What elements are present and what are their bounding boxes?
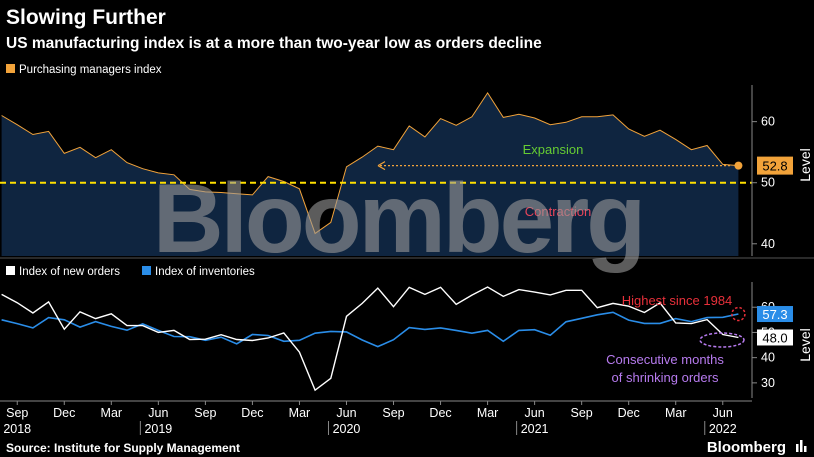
pmi-last-value-badge: [757, 156, 793, 175]
legend-pmi-swatch: [6, 64, 15, 73]
chart-subtitle: US manufacturing index is at a more than…: [6, 35, 542, 52]
legend-new-orders-swatch: [6, 266, 15, 275]
pmi-guide-arrowhead: [377, 161, 386, 171]
x-tick-label: Dec: [429, 406, 451, 420]
orders-y-axis-label: Level: [797, 328, 813, 361]
bloomberg-bars-icon: [796, 440, 807, 452]
x-year-label: 2022: [709, 422, 737, 436]
x-tick-label: Sep: [6, 406, 28, 420]
x-year-label: 2021: [521, 422, 549, 436]
new-orders-last-value-text: 48.0: [762, 330, 787, 345]
legend-new-orders-label: Index of new orders: [19, 266, 120, 278]
x-tick-label: Mar: [665, 406, 687, 420]
legend-inventories-swatch: [142, 266, 151, 275]
x-tick-label: Jun: [336, 406, 356, 420]
pmi-y-tick-label: 40: [761, 237, 775, 251]
pmi-area-fill: [1, 92, 739, 257]
x-year-label: 2018: [3, 422, 31, 436]
orders-y-axis: 3040506057.348.0: [751, 282, 793, 398]
source-note: Source: Institute for Supply Management: [6, 441, 240, 455]
x-axis: Sep 2018 Dec Mar Jun 2019 Sep Dec Mar Jun 2020 Sep D…: [0, 400, 752, 436]
pmi-last-value-text: 52.8: [762, 159, 787, 174]
inventories-last-value-badge: [757, 306, 793, 323]
orders-annotations: Highest since 1984 Consecutive months of s…: [606, 293, 746, 385]
orders-inventories-lines: [1, 286, 739, 392]
x-year-label: 2020: [333, 422, 361, 436]
x-tick-label: Mar: [477, 406, 499, 420]
x-tick-label: Dec: [618, 406, 640, 420]
pmi-y-tick-label: 50: [761, 176, 775, 190]
shrinking-orders-ellipse: [699, 332, 745, 348]
pmi-y-axis: 40 50 60 52.8: [751, 85, 793, 256]
x-tick-label: Jun: [148, 406, 168, 420]
orders-y-tick-label: 30: [761, 376, 775, 390]
orders-y-tick-label: 40: [761, 351, 775, 365]
shrinking-orders-label: of shrinking orders: [612, 370, 719, 385]
new-orders-last-value-badge: [757, 329, 793, 346]
x-tick-label: Jun: [713, 406, 733, 420]
x-tick-label: Jun: [525, 406, 545, 420]
contraction-label: Contraction: [525, 204, 591, 219]
bloomberg-brand: Bloomberg: [707, 439, 786, 456]
highest-since-1984-label: Highest since 1984: [622, 293, 733, 308]
x-tick-label: Sep: [194, 406, 216, 420]
new-orders-line: [1, 286, 739, 392]
expansion-label: Expansion: [523, 142, 584, 157]
inventories-last-value-text: 57.3: [762, 307, 787, 322]
inventories-line: [1, 311, 739, 348]
pmi-line: [1, 91, 739, 235]
legend-pmi-label: Purchasing managers index: [19, 64, 162, 76]
x-tick-label: Sep: [382, 406, 404, 420]
bloomberg-watermark: Bloomberg: [153, 163, 643, 273]
pmi-area: [1, 91, 739, 257]
x-tick-label: Dec: [53, 406, 75, 420]
x-tick-label: Sep: [571, 406, 593, 420]
x-year-label: 2019: [144, 422, 172, 436]
pmi-y-tick-label: 60: [761, 115, 775, 129]
x-tick-label: Dec: [241, 406, 263, 420]
x-tick-label: Mar: [101, 406, 123, 420]
pmi-annotations: Expansion Contraction: [377, 142, 743, 219]
consecutive-months-label: Consecutive months: [606, 352, 724, 367]
pmi-last-point: [734, 161, 743, 170]
legend-inventories-label: Index of inventories: [155, 266, 255, 278]
highest-marker-circle: [731, 306, 746, 322]
x-tick-label: Mar: [289, 406, 311, 420]
pmi-y-axis-label: Level: [797, 148, 813, 181]
chart-title: Slowing Further: [6, 6, 166, 29]
